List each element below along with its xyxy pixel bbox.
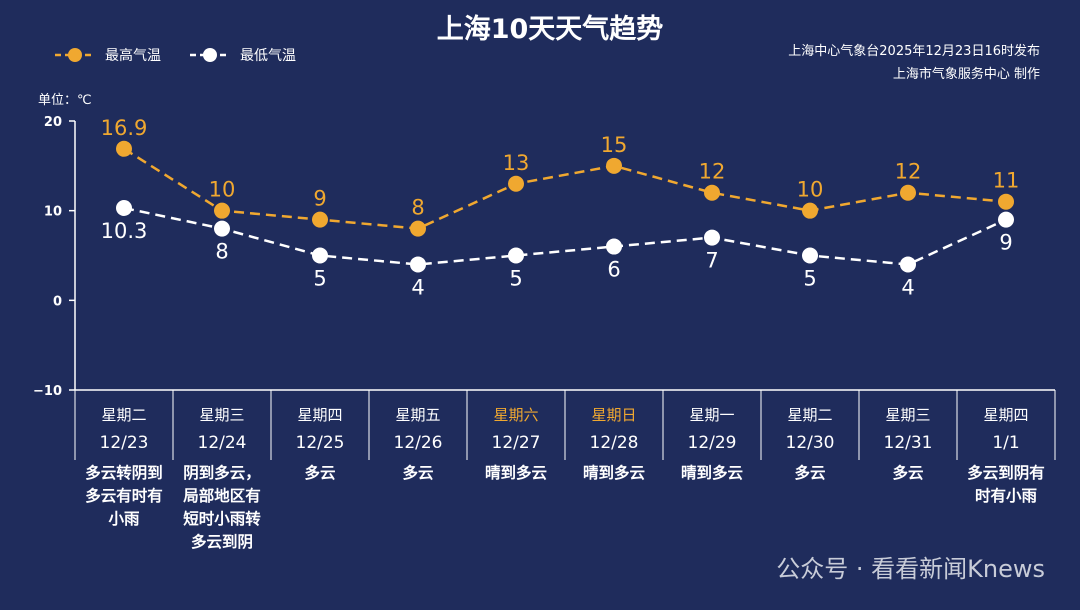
x-tick-label: 12/30 <box>785 433 835 453</box>
weekday: 星期二 <box>787 406 833 424</box>
y-tick-label: −10 <box>33 384 62 399</box>
value-label: 4 <box>411 275 424 299</box>
weather: 多云 <box>304 464 336 482</box>
point <box>214 202 230 219</box>
value-label: 8 <box>411 196 424 220</box>
point <box>900 256 916 273</box>
weekday: 星期四 <box>983 406 1029 424</box>
weekday: 星期五 <box>395 406 441 424</box>
weather: 晴到多云 <box>680 464 743 482</box>
point <box>998 193 1014 210</box>
series-line <box>123 147 1007 230</box>
x-tick-label: 12/28 <box>589 433 639 453</box>
value-label: 10 <box>797 178 824 202</box>
point <box>116 199 132 216</box>
point <box>606 157 622 174</box>
source: 上海中心气象台2025年12月23日16时发布 <box>788 43 1040 59</box>
weekday: 星期日 <box>591 406 637 424</box>
value-label: 10 <box>209 178 236 202</box>
legend-marker <box>203 48 217 62</box>
value-label: 10.3 <box>101 219 148 243</box>
point <box>802 247 818 264</box>
weekday: 星期四 <box>297 406 343 424</box>
chart-title: 上海10天天气趋势 <box>437 14 664 45</box>
value-label: 4 <box>901 275 914 299</box>
weekday: 星期六 <box>493 406 539 424</box>
point <box>312 211 328 228</box>
value-label: 15 <box>601 133 628 157</box>
point <box>900 184 916 201</box>
x-tick-label: 12/27 <box>491 433 541 453</box>
source: 上海市气象服务中心 制作 <box>893 66 1040 82</box>
x-tick-label: 12/25 <box>295 433 345 453</box>
weekday: 星期一 <box>689 406 735 424</box>
x-tick-label: 12/26 <box>393 433 443 453</box>
point <box>998 211 1014 228</box>
unit-label: 单位：℃ <box>38 93 92 108</box>
legend-label: 最低气温 <box>240 48 296 64</box>
weather: 阴到多云，局部地区有短时小雨转多云到阴 <box>183 464 261 551</box>
weekday: 星期三 <box>199 406 245 424</box>
y-tick-label: 20 <box>44 115 62 130</box>
weekday: 星期三 <box>885 406 931 424</box>
value-label: 9 <box>313 187 326 211</box>
weather: 晴到多云 <box>484 464 547 482</box>
legend-label: 最高气温 <box>105 47 161 64</box>
value-label: 5 <box>509 267 522 291</box>
weekday: 星期二 <box>101 406 147 424</box>
point <box>116 140 132 157</box>
weather: 晴到多云 <box>582 464 645 482</box>
x-tick-label: 12/31 <box>883 433 933 453</box>
x-tick-label: 1/1 <box>992 433 1020 453</box>
value-label: 16.9 <box>101 116 148 140</box>
value-label: 5 <box>803 267 816 291</box>
legend-marker <box>68 48 82 62</box>
series-line <box>123 206 1007 266</box>
point <box>312 247 328 264</box>
point <box>802 202 818 219</box>
value-label: 12 <box>895 160 922 184</box>
point <box>410 220 426 237</box>
x-tick-label: 12/24 <box>197 433 247 453</box>
point <box>704 184 720 201</box>
value-label: 9 <box>999 231 1012 255</box>
weather: 多云 <box>402 464 434 482</box>
point <box>508 175 524 192</box>
point <box>508 247 524 264</box>
point <box>214 220 230 237</box>
weather: 多云到阴有时有小雨 <box>967 464 1045 505</box>
value-label: 12 <box>699 160 726 184</box>
weather: 多云转阴到多云有时有小雨 <box>85 464 163 528</box>
value-label: 5 <box>313 267 326 291</box>
point <box>704 229 720 246</box>
y-tick-label: 0 <box>53 294 62 309</box>
value-label: 7 <box>705 249 718 273</box>
value-label: 6 <box>607 258 620 282</box>
x-tick-label: 12/29 <box>687 433 737 453</box>
value-label: 13 <box>503 151 530 175</box>
value-label: 11 <box>993 169 1020 193</box>
point <box>410 256 426 273</box>
x-tick-label: 12/23 <box>99 433 149 453</box>
y-tick-label: 10 <box>44 205 62 220</box>
point <box>606 238 622 255</box>
value-label: 8 <box>215 240 228 264</box>
watermark: 公众号 · 看看新闻Knews <box>776 555 1045 583</box>
weather: 多云 <box>892 464 924 482</box>
weather: 多云 <box>794 464 826 482</box>
